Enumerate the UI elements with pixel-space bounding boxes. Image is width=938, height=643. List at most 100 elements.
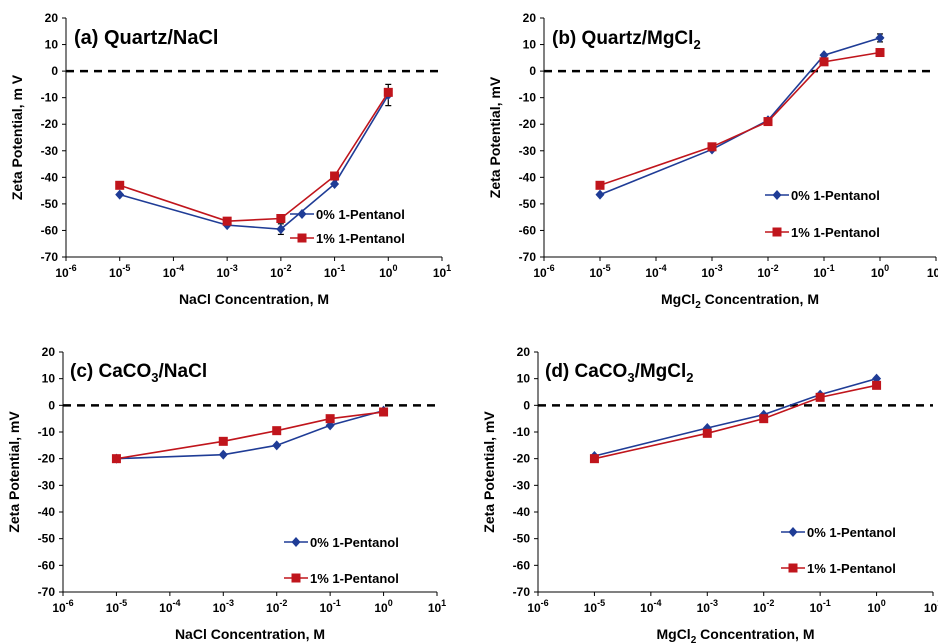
y-axis-label: Zeta Potential, m V xyxy=(9,74,25,200)
x-tick-exponent: -3 xyxy=(710,598,718,608)
x-tick-label: 10-2 xyxy=(266,598,287,615)
x-tick-exponent: -4 xyxy=(654,598,662,608)
data-point-square xyxy=(218,436,228,446)
x-tick-base: 10 xyxy=(270,266,284,280)
y-tick-label: 0 xyxy=(523,398,530,412)
x-tick-base: 10 xyxy=(216,266,230,280)
x-axis-label: MgCl2 Concentration, M xyxy=(661,291,819,311)
data-point-square xyxy=(595,180,605,190)
x-tick-exponent: -3 xyxy=(715,263,723,273)
x-tick-label: 101 xyxy=(433,263,451,280)
y-axis-label: Zeta Potential, mV xyxy=(6,411,22,533)
y-tick-label: 20 xyxy=(45,11,59,25)
legend-label: 1% 1-Pentanol xyxy=(807,561,896,576)
y-tick-label: 10 xyxy=(523,38,537,52)
x-tick-exponent: 0 xyxy=(881,598,886,608)
x-tick-exponent: -5 xyxy=(603,263,611,273)
x-tick-base: 10 xyxy=(428,601,442,615)
x-tick-base: 10 xyxy=(813,266,827,280)
chart-title: (c) CaCO3/NaCl xyxy=(70,361,207,385)
y-tick-label: -30 xyxy=(519,144,537,158)
x-tick-exponent: 0 xyxy=(392,263,397,273)
legend-label: 0% 1-Pentanol xyxy=(316,207,405,222)
y-tick-label: -60 xyxy=(38,558,56,572)
x-tick-exponent: 0 xyxy=(388,598,393,608)
x-tick-label: 10-4 xyxy=(645,263,666,280)
y-tick-label: -30 xyxy=(38,478,56,492)
x-tick-base: 10 xyxy=(106,601,120,615)
y-tick-label: -50 xyxy=(41,197,59,211)
legend-label: 1% 1-Pentanol xyxy=(310,571,399,586)
x-tick-base: 10 xyxy=(163,266,177,280)
data-point-square xyxy=(325,414,335,424)
x-tick-exponent: -1 xyxy=(823,598,831,608)
chart-title: (b) Quartz/MgCl2 xyxy=(552,28,701,52)
y-tick-label: -60 xyxy=(513,558,531,572)
x-tick-base: 10 xyxy=(379,266,393,280)
x-tick-exponent: -4 xyxy=(173,598,181,608)
legend-marker-diamond xyxy=(291,537,301,547)
x-tick-exponent: -2 xyxy=(766,598,774,608)
data-point-square xyxy=(707,142,717,152)
x-tick-exponent: -4 xyxy=(176,263,184,273)
y-tick-label: -20 xyxy=(513,452,531,466)
x-axis-label: NaCl Concentration, M xyxy=(175,626,325,642)
data-point-square xyxy=(875,48,885,58)
x-tick-base: 10 xyxy=(266,601,280,615)
data-point-diamond xyxy=(272,440,282,451)
y-tick-label: 0 xyxy=(51,64,58,78)
x-axis-label-tail: Concentration, M xyxy=(696,626,814,642)
y-tick-label: -40 xyxy=(513,505,531,519)
x-tick-base: 10 xyxy=(701,266,715,280)
legend-label: 0% 1-Pentanol xyxy=(791,188,880,203)
x-tick-label: 100 xyxy=(374,598,392,615)
series-line-pentanol-1pct xyxy=(119,91,389,222)
data-point-square xyxy=(872,380,882,390)
x-tick-exponent: -2 xyxy=(284,263,292,273)
x-tick-label: 101 xyxy=(927,263,938,280)
data-point-diamond xyxy=(218,449,228,460)
x-tick-exponent: -3 xyxy=(226,598,234,608)
chart-title-subscript: 3 xyxy=(627,370,634,385)
legend-marker-square xyxy=(788,563,798,573)
data-point-square xyxy=(272,426,282,436)
x-tick-label: 10-1 xyxy=(809,598,830,615)
x-tick-exponent: -5 xyxy=(597,598,605,608)
x-tick-exponent: -6 xyxy=(541,598,549,608)
x-tick-exponent: 1 xyxy=(446,263,451,273)
x-tick-label: 10-4 xyxy=(159,598,180,615)
x-axis-label-text: NaCl Concentration, M xyxy=(179,291,329,307)
data-point-square xyxy=(763,117,773,127)
x-tick-base: 10 xyxy=(867,601,881,615)
legend-marker-square xyxy=(291,573,301,583)
x-tick-label: 10-3 xyxy=(701,263,722,280)
y-tick-label: -70 xyxy=(519,250,537,264)
chart-title-text: (a) Quartz/NaCl xyxy=(74,27,218,49)
data-point-diamond xyxy=(276,224,286,235)
y-tick-label: 10 xyxy=(45,38,59,52)
y-tick-label: -20 xyxy=(519,117,537,131)
data-point-square xyxy=(759,414,769,424)
series-line-pentanol-1pct xyxy=(599,51,881,187)
y-tick-label: -50 xyxy=(519,197,537,211)
x-tick-exponent: 0 xyxy=(884,263,889,273)
x-tick-base: 10 xyxy=(324,266,338,280)
x-tick-base: 10 xyxy=(640,601,654,615)
x-tick-base: 10 xyxy=(924,601,938,615)
data-point-square xyxy=(115,180,125,190)
y-tick-label: -40 xyxy=(519,170,537,184)
x-tick-label: 10-1 xyxy=(813,263,834,280)
y-tick-label: 10 xyxy=(42,372,56,386)
data-point-square xyxy=(222,216,232,226)
x-tick-label: 10-4 xyxy=(640,598,661,615)
data-point-square xyxy=(702,428,712,438)
x-tick-label: 10-5 xyxy=(106,598,127,615)
x-tick-label: 10-3 xyxy=(216,263,237,280)
y-tick-label: 0 xyxy=(48,398,55,412)
x-tick-exponent: -4 xyxy=(659,263,667,273)
x-tick-base: 10 xyxy=(533,266,547,280)
